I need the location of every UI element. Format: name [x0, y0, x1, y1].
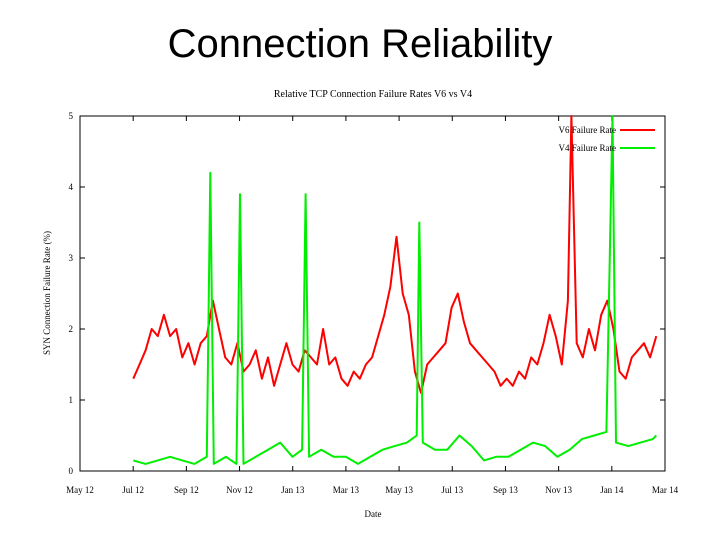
slide-title: Connection Reliability: [167, 22, 553, 66]
y-tick-label-4: 4: [69, 182, 74, 192]
y-tick-label-2: 2: [69, 324, 74, 334]
x-tick-label-7: Jul 13: [441, 485, 463, 495]
x-tick-label-4: Jan 13: [281, 485, 305, 495]
series-v4-line: [133, 115, 658, 465]
y-tick-label-5: 5: [69, 111, 74, 121]
x-tick-label-6: May 13: [385, 485, 413, 495]
series-layer: [132, 115, 658, 465]
x-tick-label-10: Jan 14: [600, 485, 624, 495]
x-tick-label-3: Nov 12: [226, 485, 253, 495]
plot-frame: [79, 115, 666, 472]
y-tick-label-1: 1: [69, 395, 74, 405]
x-tick-label-5: Mar 13: [333, 485, 360, 495]
legend-label-v4: V4 Failure Rate: [559, 143, 617, 153]
x-tick-label-2: Sep 12: [174, 485, 199, 495]
legend: V6 Failure Rate V4 Failure Rate: [559, 125, 655, 153]
x-tick-label-1: Jul 12: [122, 485, 144, 495]
x-ticks: May 12 Jul 12 Sep 12 Nov 12 Jan 13 Mar 13 May …: [66, 116, 679, 495]
x-axis-label: Date: [365, 509, 382, 519]
x-tick-label-11: Mar 14: [652, 485, 679, 495]
y-tick-label-3: 3: [69, 253, 74, 263]
x-tick-label-8: Sep 13: [493, 485, 518, 495]
x-tick-label-9: Nov 13: [545, 485, 572, 495]
series-v6-line: [132, 115, 658, 394]
y-tick-label-0: 0: [69, 466, 74, 476]
legend-label-v6: V6 Failure Rate: [559, 125, 617, 135]
y-axis-label: SYN Connection Failure Rate (%): [42, 231, 52, 355]
chart-title: Relative TCP Connection Failure Rates V6…: [274, 89, 472, 100]
x-tick-label-0: May 12: [66, 485, 94, 495]
y-ticks: 0 1 2 3 4 5: [69, 111, 665, 476]
